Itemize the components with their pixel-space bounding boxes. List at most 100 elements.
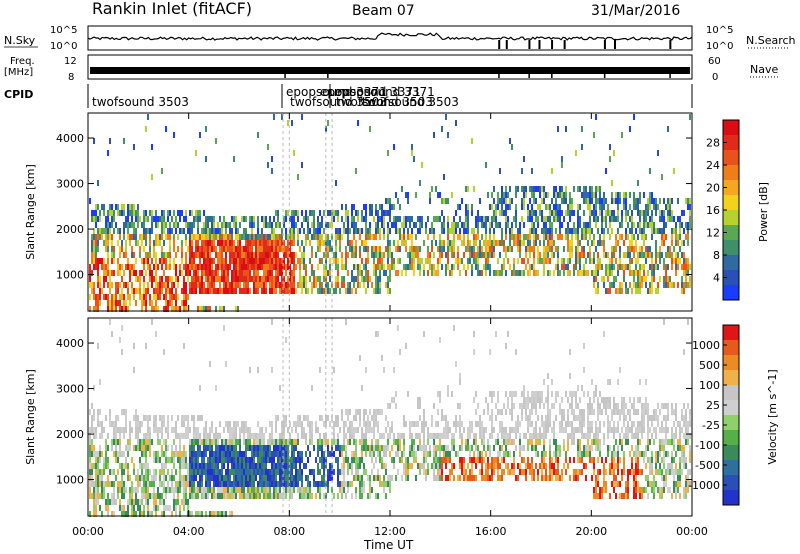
heatmap-cell	[189, 463, 191, 469]
heatmap-cell	[389, 451, 391, 457]
heatmap-cell	[197, 439, 199, 445]
heatmap-cell	[219, 276, 221, 282]
heatmap-cell	[279, 439, 281, 445]
heatmap-cell	[465, 270, 467, 276]
heatmap-cell	[561, 210, 563, 216]
heatmap-cell	[511, 198, 513, 204]
heatmap-cell	[187, 505, 189, 511]
heatmap-cell	[141, 258, 143, 264]
heatmap-cell	[347, 469, 349, 475]
heatmap-cell	[199, 210, 201, 216]
heatmap-cell	[197, 264, 199, 270]
heatmap-cell	[451, 463, 453, 469]
heatmap-cell	[429, 445, 431, 451]
heatmap-cell	[301, 493, 303, 499]
heatmap-cell	[365, 246, 367, 252]
heatmap-cell	[355, 210, 357, 216]
heatmap-cell	[247, 246, 249, 252]
heatmap-cell	[275, 222, 277, 228]
heatmap-cell	[215, 246, 217, 252]
heatmap-cell	[387, 234, 389, 240]
heatmap-cell	[147, 439, 149, 445]
heatmap-cell	[311, 421, 313, 427]
heatmap-cell	[365, 469, 367, 475]
heatmap-cell	[125, 457, 127, 463]
heatmap-cell	[311, 493, 313, 499]
heatmap-cell	[479, 240, 481, 246]
heatmap-cell	[543, 475, 545, 481]
heatmap-cell	[307, 457, 309, 463]
heatmap-cell	[625, 216, 627, 222]
heatmap-cell	[621, 282, 623, 288]
heatmap-cell	[223, 457, 225, 463]
heatmap-cell	[99, 216, 101, 222]
heatmap-cell	[193, 433, 195, 439]
heatmap-cell	[279, 385, 281, 391]
heatmap-cell	[499, 427, 501, 433]
heatmap-cell	[591, 270, 593, 276]
heatmap-cell	[107, 228, 109, 234]
heatmap-cell	[251, 493, 253, 499]
heatmap-cell	[567, 204, 569, 210]
heatmap-cell	[167, 306, 169, 312]
heatmap-cell	[113, 216, 115, 222]
heatmap-cell	[301, 427, 303, 433]
heatmap-cell	[543, 445, 545, 451]
heatmap-cell	[529, 397, 531, 403]
heatmap-cell	[201, 240, 203, 246]
heatmap-cell	[539, 391, 541, 397]
heatmap-cell	[395, 216, 397, 222]
heatmap-cell	[267, 451, 269, 457]
heatmap-cell	[497, 469, 499, 475]
heatmap-cell	[93, 433, 95, 439]
heatmap-cell	[321, 415, 323, 421]
heatmap-cell	[399, 234, 401, 240]
heatmap-cell	[207, 240, 209, 246]
heatmap-cell	[487, 409, 489, 415]
heatmap-cell	[377, 258, 379, 264]
heatmap-cell	[663, 210, 665, 216]
heatmap-cell	[505, 222, 507, 228]
heatmap-cell	[91, 415, 93, 421]
heatmap-cell	[93, 234, 95, 240]
heatmap-cell	[97, 246, 99, 252]
heatmap-cell	[285, 252, 287, 258]
heatmap-cell	[127, 451, 129, 457]
heatmap-cell	[387, 258, 389, 264]
heatmap-cell	[313, 228, 315, 234]
heatmap-cell	[151, 228, 153, 234]
heatmap-cell	[275, 270, 277, 276]
heatmap-cell	[375, 445, 377, 451]
heatmap-cell	[483, 216, 485, 222]
heatmap-cell	[663, 222, 665, 228]
heatmap-cell	[233, 469, 235, 475]
heatmap-cell	[147, 469, 149, 475]
heatmap-cell	[233, 276, 235, 282]
heatmap-cell	[89, 493, 91, 499]
heatmap-cell	[117, 258, 119, 264]
heatmap-cell	[533, 391, 535, 397]
heatmap-cell	[269, 493, 271, 499]
heatmap-cell	[547, 246, 549, 252]
heatmap-cell	[183, 445, 185, 451]
heatmap-cell	[595, 246, 597, 252]
heatmap-cell	[181, 463, 183, 469]
heatmap-cell	[455, 222, 457, 228]
heatmap-cell	[249, 481, 251, 487]
heatmap-cell	[285, 487, 287, 493]
heatmap-cell	[279, 270, 281, 276]
heatmap-cell	[395, 439, 397, 445]
heatmap-cell	[533, 469, 535, 475]
heatmap-cell	[179, 270, 181, 276]
heatmap-cell	[475, 409, 477, 415]
heatmap-cell	[293, 258, 295, 264]
heatmap-cell	[293, 487, 295, 493]
heatmap-cell	[665, 204, 667, 210]
heatmap-cell	[439, 192, 441, 198]
heatmap-cell	[299, 276, 301, 282]
heatmap-cell	[247, 457, 249, 463]
heatmap-cell	[525, 475, 527, 481]
heatmap-cell	[221, 228, 223, 234]
heatmap-cell	[395, 246, 397, 252]
heatmap-cell	[313, 469, 315, 475]
